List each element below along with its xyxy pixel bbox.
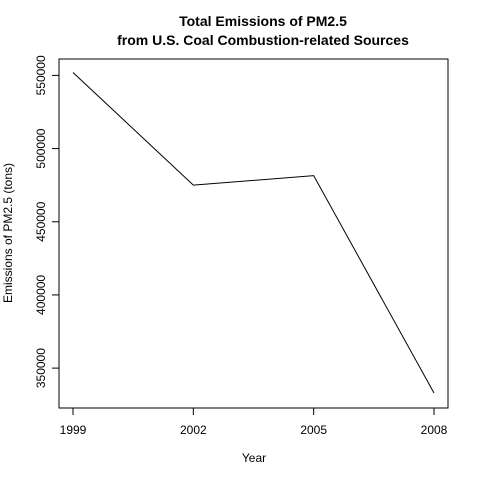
- x-tick-label: 2002: [180, 423, 207, 437]
- y-axis-label: Emissions of PM2.5 (tons): [1, 163, 15, 303]
- x-tick-label: 2008: [421, 423, 448, 437]
- y-tick-label: 400000: [34, 275, 48, 315]
- y-tick-label: 350000: [34, 348, 48, 388]
- y-axis: 350000 400000 450000 500000 550000: [34, 55, 60, 388]
- chart-subtitle: from U.S. Coal Combustion-related Source…: [117, 32, 409, 48]
- y-tick-label: 500000: [34, 128, 48, 168]
- plot-frame: [58, 58, 449, 409]
- x-tick-label: 2005: [300, 423, 327, 437]
- y-tick-label: 550000: [34, 55, 48, 95]
- series-group: [72, 72, 435, 394]
- y-tick-label: 450000: [34, 201, 48, 241]
- series-line: [72, 72, 435, 394]
- x-axis-label: Year: [242, 451, 266, 465]
- x-axis: 1999 2002 2005 2008: [60, 407, 448, 437]
- chart-title: Total Emissions of PM2.5: [179, 13, 347, 29]
- x-tick-label: 1999: [60, 423, 87, 437]
